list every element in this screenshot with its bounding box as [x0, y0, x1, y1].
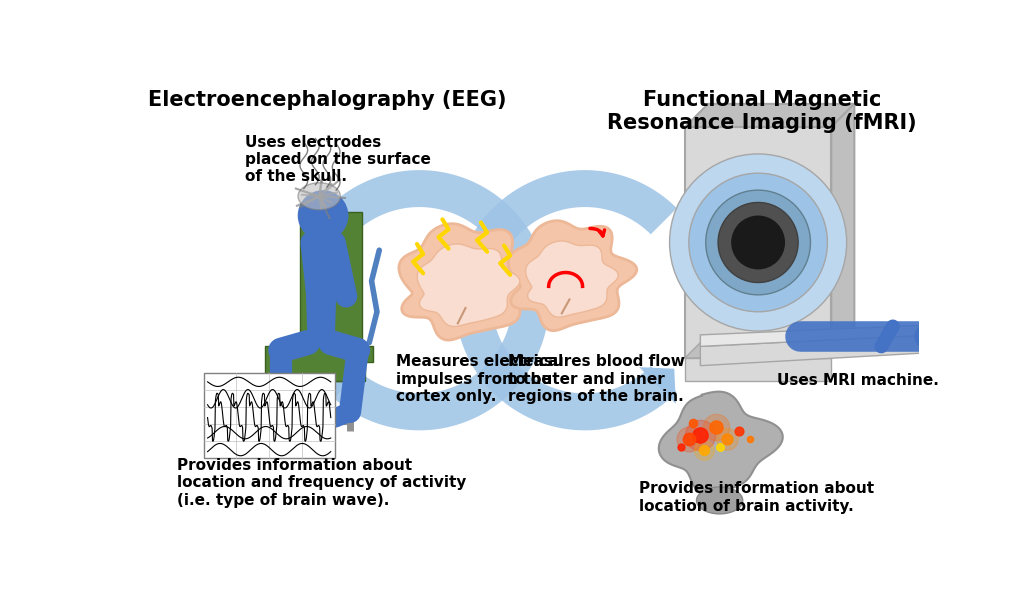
Point	[719, 434, 735, 444]
Polygon shape	[685, 358, 831, 381]
Point	[692, 430, 709, 440]
Text: Provides information about
location of brain activity.: Provides information about location of b…	[639, 481, 873, 513]
Polygon shape	[685, 127, 831, 358]
Point	[708, 423, 724, 432]
Polygon shape	[300, 212, 361, 381]
Polygon shape	[357, 347, 373, 362]
Circle shape	[670, 154, 847, 331]
Polygon shape	[658, 392, 782, 494]
Circle shape	[915, 324, 940, 349]
Polygon shape	[456, 170, 677, 292]
Polygon shape	[449, 280, 500, 305]
Point	[708, 423, 724, 432]
Text: Provides information about
location and frequency of activity
(i.e. type of brai: Provides information about location and …	[177, 458, 466, 508]
Polygon shape	[508, 220, 637, 331]
Circle shape	[689, 173, 827, 312]
Polygon shape	[525, 241, 618, 317]
Point	[696, 446, 713, 456]
Ellipse shape	[298, 183, 340, 209]
Text: Measures electrical
impulses from the
cortex only.: Measures electrical impulses from the co…	[396, 354, 563, 404]
Circle shape	[731, 216, 785, 269]
Polygon shape	[265, 347, 366, 381]
Point	[692, 430, 709, 440]
Polygon shape	[831, 104, 854, 358]
Point	[696, 446, 713, 456]
Polygon shape	[329, 367, 365, 404]
Text: Electroencephalography (EEG): Electroencephalography (EEG)	[147, 90, 506, 110]
Point	[712, 442, 728, 451]
Polygon shape	[504, 280, 556, 305]
Polygon shape	[639, 367, 676, 404]
Point	[681, 434, 697, 444]
Point	[684, 418, 700, 428]
Text: Functional Magnetic
Resonance Imaging (fMRI): Functional Magnetic Resonance Imaging (f…	[607, 90, 916, 133]
Polygon shape	[685, 104, 854, 127]
Polygon shape	[685, 335, 854, 358]
Polygon shape	[417, 244, 520, 326]
Text: Uses MRI machine.: Uses MRI machine.	[777, 373, 939, 389]
Polygon shape	[700, 325, 932, 347]
Point	[731, 426, 748, 436]
Point	[719, 434, 735, 444]
Text: Uses electrodes
placed on the surface
of the skull.: Uses electrodes placed on the surface of…	[245, 135, 430, 185]
Ellipse shape	[696, 487, 742, 514]
Point	[742, 434, 759, 444]
Circle shape	[718, 202, 798, 283]
Circle shape	[298, 191, 348, 240]
Polygon shape	[456, 308, 677, 431]
Polygon shape	[399, 224, 540, 340]
Polygon shape	[328, 308, 549, 431]
Circle shape	[706, 190, 810, 295]
Polygon shape	[204, 373, 335, 458]
Polygon shape	[700, 335, 932, 365]
Point	[681, 434, 697, 444]
Text: Measures blood flow
to outer and inner
regions of the brain.: Measures blood flow to outer and inner r…	[508, 354, 685, 404]
Polygon shape	[328, 170, 549, 292]
Polygon shape	[304, 235, 339, 343]
Point	[673, 442, 689, 451]
